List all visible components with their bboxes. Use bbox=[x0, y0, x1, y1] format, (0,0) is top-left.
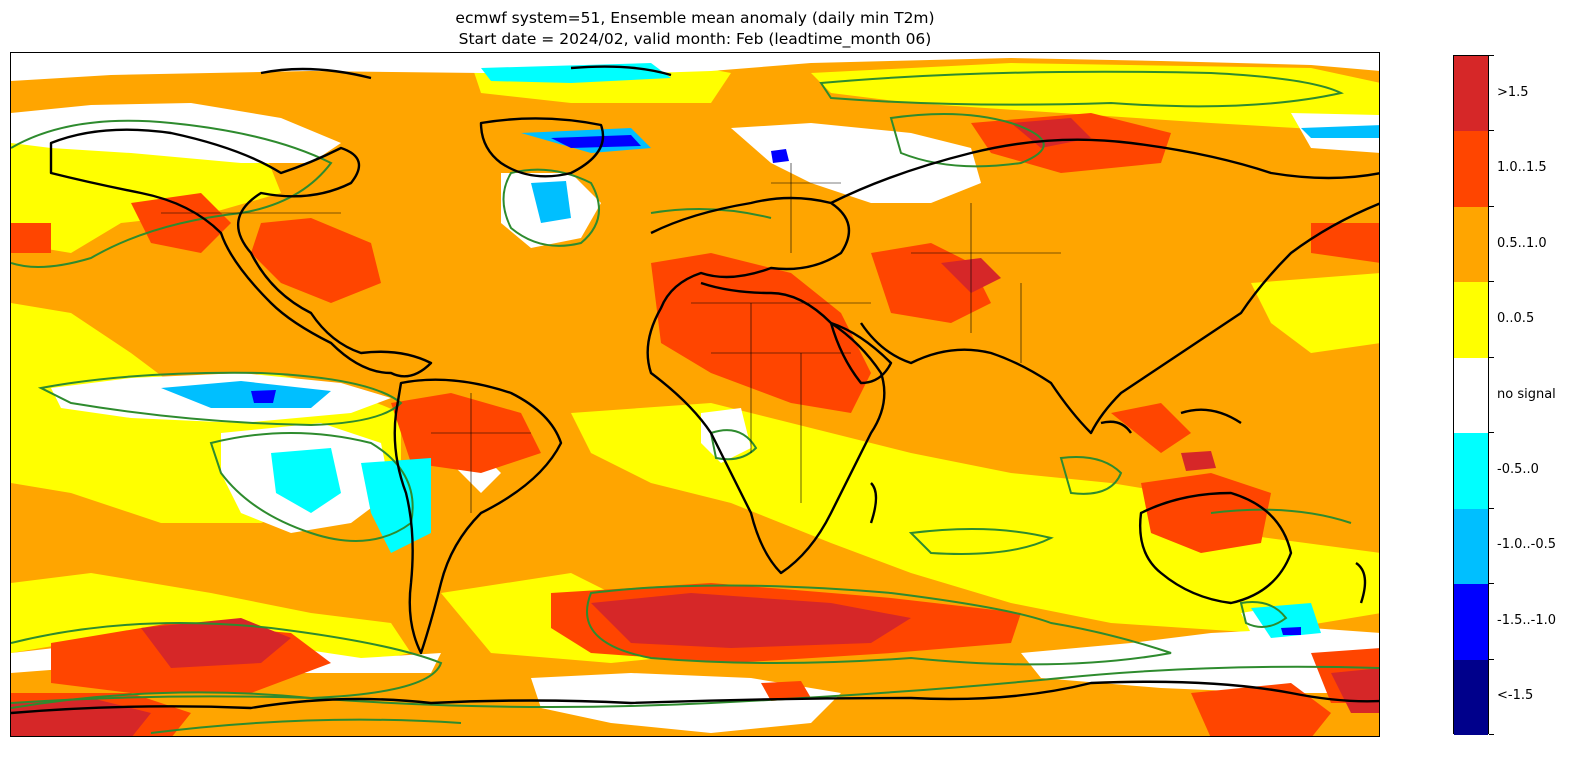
colorbar-segment bbox=[1454, 131, 1488, 208]
colorbar bbox=[1453, 55, 1489, 736]
colorbar-segment bbox=[1454, 584, 1488, 661]
colorbar-label: no signal bbox=[1497, 386, 1556, 402]
colorbar-segment bbox=[1454, 357, 1488, 434]
title-line-1: ecmwf system=51, Ensemble mean anomaly (… bbox=[455, 9, 935, 27]
colorbar-segment bbox=[1454, 282, 1488, 359]
title-line-2: Start date = 2024/02, valid month: Feb (… bbox=[458, 30, 932, 48]
colorbar-label: -1.0..-0.5 bbox=[1497, 537, 1556, 553]
colorbar-label: <-1.5 bbox=[1497, 688, 1534, 704]
map-title: ecmwf system=51, Ensemble mean anomaly (… bbox=[0, 8, 1390, 50]
colorbar-label: 0.5..1.0 bbox=[1497, 235, 1547, 251]
colorbar-segment bbox=[1454, 206, 1488, 283]
colorbar-tick bbox=[1489, 507, 1494, 509]
significance-contours bbox=[11, 70, 1379, 734]
colorbar-segment bbox=[1454, 433, 1488, 510]
colorbar-tick bbox=[1489, 205, 1494, 207]
coastlines bbox=[11, 65, 1379, 715]
darkred-regions bbox=[11, 118, 1379, 736]
anomaly-map bbox=[10, 52, 1380, 737]
colorbar-tick bbox=[1489, 734, 1494, 735]
cold-anomaly-regions bbox=[161, 63, 1379, 638]
colorbar-label: -0.5..0 bbox=[1497, 461, 1539, 477]
colorbar-tick bbox=[1489, 432, 1494, 434]
colorbar-segment bbox=[1454, 659, 1488, 736]
colorbar-tick bbox=[1489, 130, 1494, 132]
colorbar-label: 0..0.5 bbox=[1497, 311, 1535, 327]
map-canvas bbox=[11, 53, 1379, 736]
colorbar-segment bbox=[1454, 508, 1488, 585]
colorbar-tick bbox=[1489, 658, 1494, 660]
country-borders bbox=[161, 163, 1061, 513]
colorbar-label: -1.5..-1.0 bbox=[1497, 612, 1556, 628]
colorbar-tick bbox=[1489, 281, 1494, 283]
colorbar-tick bbox=[1489, 583, 1494, 585]
colorbar-label: 1.0..1.5 bbox=[1497, 160, 1547, 176]
colorbar-label: >1.5 bbox=[1497, 84, 1529, 100]
colorbar-segment bbox=[1454, 56, 1488, 132]
colorbar-tick bbox=[1489, 55, 1494, 56]
colorbar-tick bbox=[1489, 356, 1494, 358]
